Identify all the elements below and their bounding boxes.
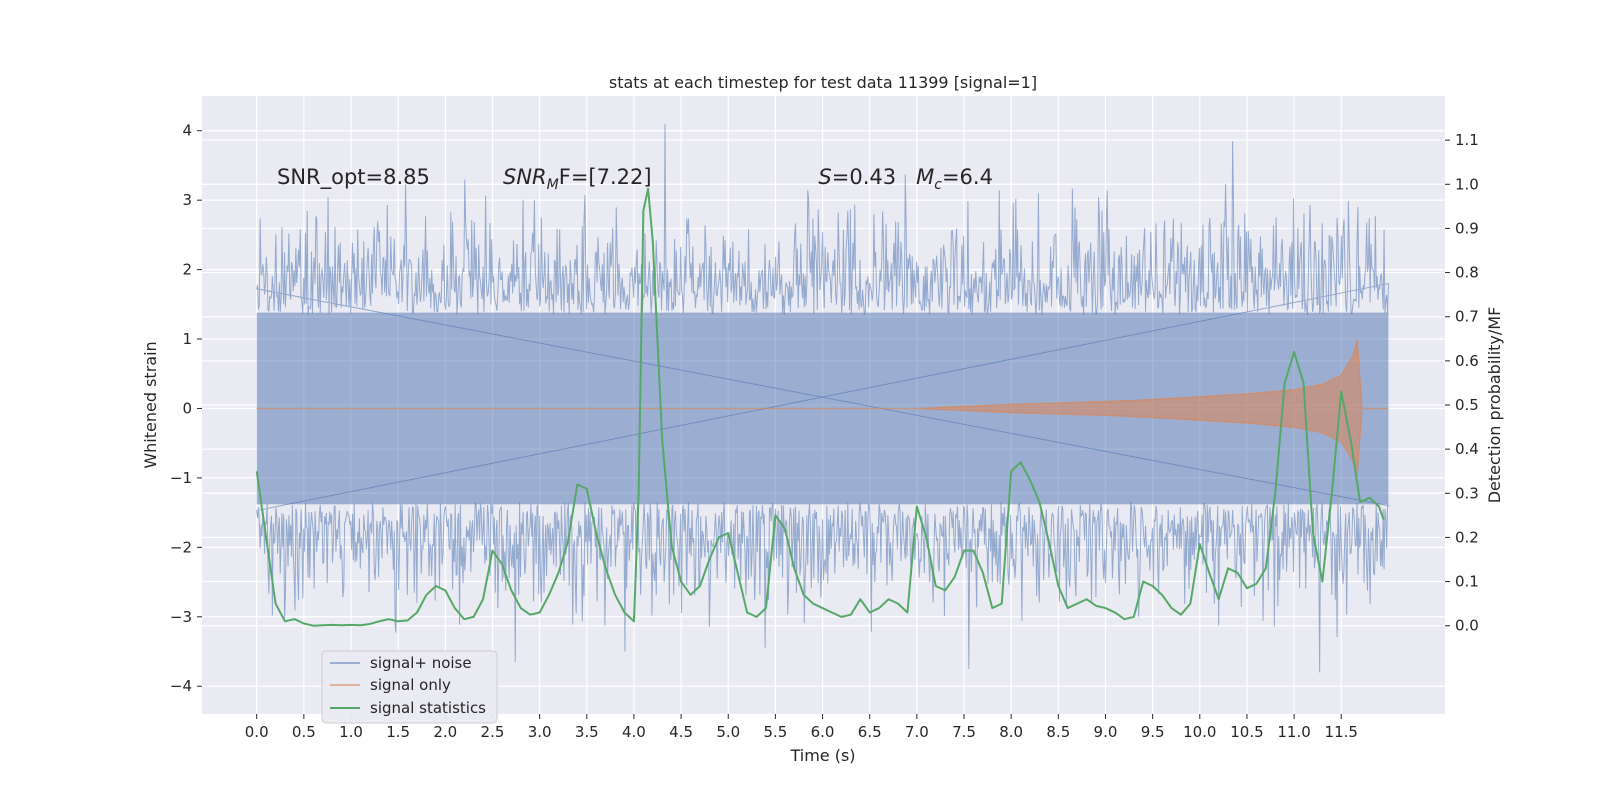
x-axis-ticks: 0.0 0.5 1.0 1.5 2.0 2.5 3.0 3.5 4.0 4.5 5.0 5.5 6.0 6… [245, 714, 1358, 741]
annotation-snr-mf-value: F=[7.22] [559, 165, 652, 189]
x-tick-label-5: 2.5 [481, 723, 505, 741]
x-tick-label-4: 2.0 [433, 723, 457, 741]
y-right-tick-label-7: 0.7 [1455, 308, 1479, 326]
noise-trace [256, 123, 1390, 673]
annotation-snr-mf-symbol: SNR [503, 165, 547, 189]
y-right-tick-label-8: 0.8 [1455, 264, 1479, 282]
legend-box [321, 650, 498, 724]
x-tick-label-18: 9.0 [1094, 723, 1118, 741]
x-tick-label-10: 5.0 [716, 723, 740, 741]
y-right-tick-label-2: 0.2 [1455, 528, 1479, 546]
x-tick-label-3: 1.5 [386, 723, 410, 741]
x-tick-label-16: 8.0 [999, 723, 1023, 741]
annotation-snr-mf-subscript: M [547, 177, 559, 193]
x-tick-label-6: 3.0 [528, 723, 552, 741]
x-tick-label-14: 7.0 [905, 723, 929, 741]
x-tick-label-8: 4.0 [622, 723, 646, 741]
signal-series [256, 338, 1389, 475]
annotation-s-symbol: S [818, 165, 831, 189]
legend-label-statistics: signal statistics [370, 699, 486, 717]
y-right-tick-label-1: 0.1 [1455, 573, 1479, 591]
y-left-tick-label-3: −1 [170, 469, 192, 487]
x-tick-label-1: 0.5 [292, 723, 316, 741]
annotation-s-mc: S=0.43 Mc=6.4 [785, 165, 1013, 193]
y-right-tick-label-0: 0.0 [1455, 617, 1479, 635]
statistics-line [255, 187, 1385, 627]
right-y-axis-ticks: 0.0 0.1 0.2 0.3 0.4 0.5 0.6 0.7 0.8 0.9 1.0 1.1 [1445, 131, 1479, 635]
legend-label-noise: signal+ noise [370, 654, 472, 672]
y-left-tick-label-7: 3 [182, 191, 192, 209]
y-left-tick-label-4: 0 [182, 399, 192, 417]
x-tick-label-9: 4.5 [669, 723, 693, 741]
x-tick-label-23: 11.5 [1325, 723, 1358, 741]
y-right-tick-label-3: 0.3 [1455, 484, 1479, 502]
x-tick-label-15: 7.5 [952, 723, 976, 741]
y-left-tick-label-6: 2 [182, 261, 192, 279]
legend: signal+ noise signal only signal statist… [321, 650, 498, 724]
y-left-tick-label-0: −4 [170, 677, 192, 695]
y-right-tick-label-6: 0.6 [1455, 352, 1479, 370]
y-right-tick-label-4: 0.4 [1455, 440, 1479, 458]
y-left-tick-label-8: 4 [182, 122, 192, 140]
annotation-s-value: =0.43 [832, 165, 916, 189]
x-axis-label: Time (s) [789, 746, 855, 765]
annotation-mc-value: =6.4 [942, 165, 993, 189]
y-left-tick-label-2: −2 [170, 538, 192, 556]
y-right-tick-label-9: 0.9 [1455, 219, 1479, 237]
x-tick-label-17: 8.5 [1046, 723, 1070, 741]
annotation-mc-subscript: c [934, 177, 942, 193]
x-tick-label-11: 5.5 [763, 723, 787, 741]
left-y-axis-label: Whitened strain [141, 341, 160, 468]
y-right-tick-label-10: 1.0 [1455, 175, 1479, 193]
x-tick-label-12: 6.0 [811, 723, 835, 741]
chart-title: stats at each timestep for test data 113… [609, 73, 1037, 92]
x-tick-label-21: 10.5 [1230, 723, 1263, 741]
x-tick-label-19: 9.5 [1141, 723, 1165, 741]
legend-label-signal: signal only [370, 676, 451, 694]
left-y-axis-ticks: −4 −3 −2 −1 0 1 2 3 4 [170, 122, 202, 695]
right-y-axis-label: Detection probability/MF [1485, 307, 1504, 504]
x-tick-label-2: 1.0 [339, 723, 363, 741]
x-tick-label-0: 0.0 [245, 723, 269, 741]
annotation-snr-opt: SNR_opt=8.85 [277, 165, 430, 190]
x-tick-label-22: 11.0 [1277, 723, 1310, 741]
x-tick-label-20: 10.0 [1183, 723, 1216, 741]
x-tick-label-7: 3.5 [575, 723, 599, 741]
y-right-tick-label-11: 1.1 [1455, 131, 1479, 149]
y-left-tick-label-5: 1 [182, 330, 192, 348]
annotation-snr-mf: SNRMF=[7.22] [503, 165, 652, 193]
x-tick-label-13: 6.5 [858, 723, 882, 741]
y-left-tick-label-1: −3 [170, 608, 192, 626]
statistics-series [255, 187, 1385, 627]
annotation-mc-symbol: M [916, 165, 934, 189]
signal-envelope [256, 338, 1389, 475]
y-right-tick-label-5: 0.5 [1455, 396, 1479, 414]
